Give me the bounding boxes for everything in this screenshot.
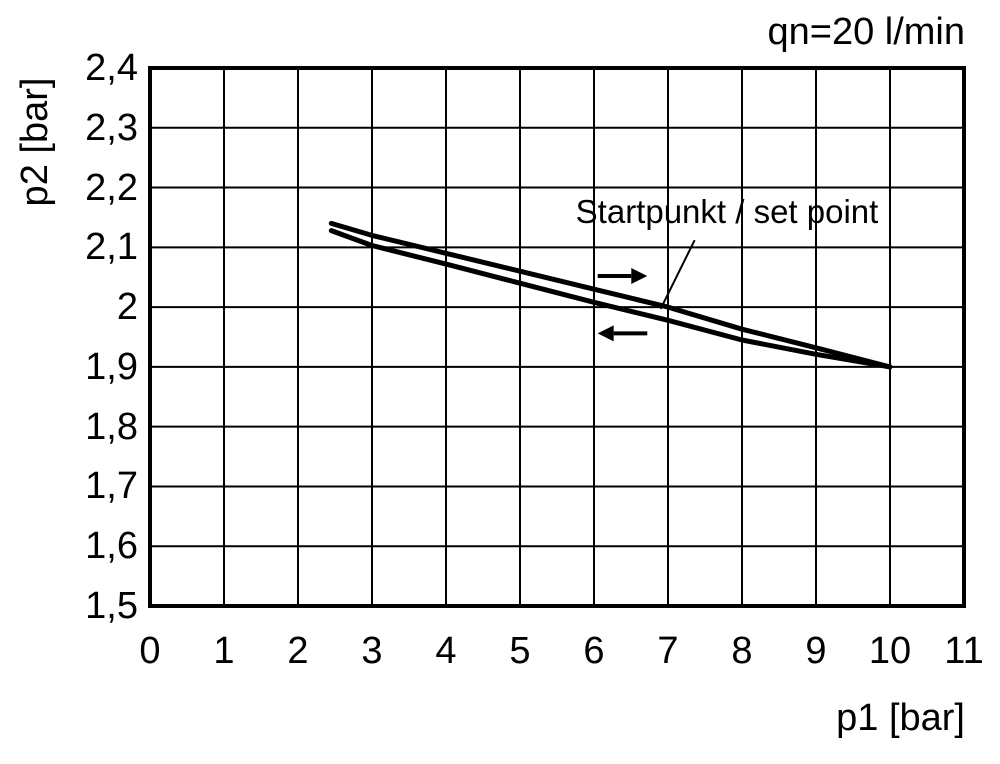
y-tick-label: 2,4	[85, 47, 138, 89]
x-axis-label: p1 [bar]	[836, 697, 965, 739]
curve-left	[328, 228, 893, 370]
x-tick-label: 9	[805, 630, 827, 672]
x-tick-label: 0	[139, 630, 161, 672]
y-tick-label: 1,7	[85, 465, 138, 508]
y-tick-label: 2,3	[85, 106, 138, 149]
y-tick-label: 1,5	[85, 585, 138, 627]
x-tick-label: 6	[583, 630, 605, 672]
x-tick-label: 1	[213, 630, 235, 672]
y-tick-label: 2,2	[85, 166, 138, 209]
x-tick-label: 2	[287, 630, 309, 672]
x-tick-label: 5	[509, 630, 531, 672]
setpoint-annotation: Startpunkt / set point	[575, 193, 879, 230]
x-tick-label: 3	[361, 630, 383, 672]
y-tick-label: 1,8	[85, 405, 138, 448]
direction-arrow-head-right	[631, 268, 648, 285]
x-tick-label: 7	[657, 630, 679, 672]
annotation-leader-line	[659, 239, 696, 310]
x-tick-label: 4	[435, 630, 457, 672]
x-tick-label: 10	[868, 630, 912, 672]
chart-title: qn=20 l/min	[767, 11, 965, 53]
direction-arrow-head-left	[597, 325, 614, 342]
y-tick-label: 2	[116, 286, 138, 329]
y-tick-label: 2,1	[85, 226, 138, 269]
y-tick-label: 1,6	[85, 525, 138, 568]
curve-right	[328, 220, 893, 370]
x-tick-label: 11	[944, 630, 984, 672]
x-tick-label: 8	[731, 630, 753, 672]
plot-border	[148, 66, 966, 608]
y-tick-label: 1,9	[85, 345, 138, 388]
